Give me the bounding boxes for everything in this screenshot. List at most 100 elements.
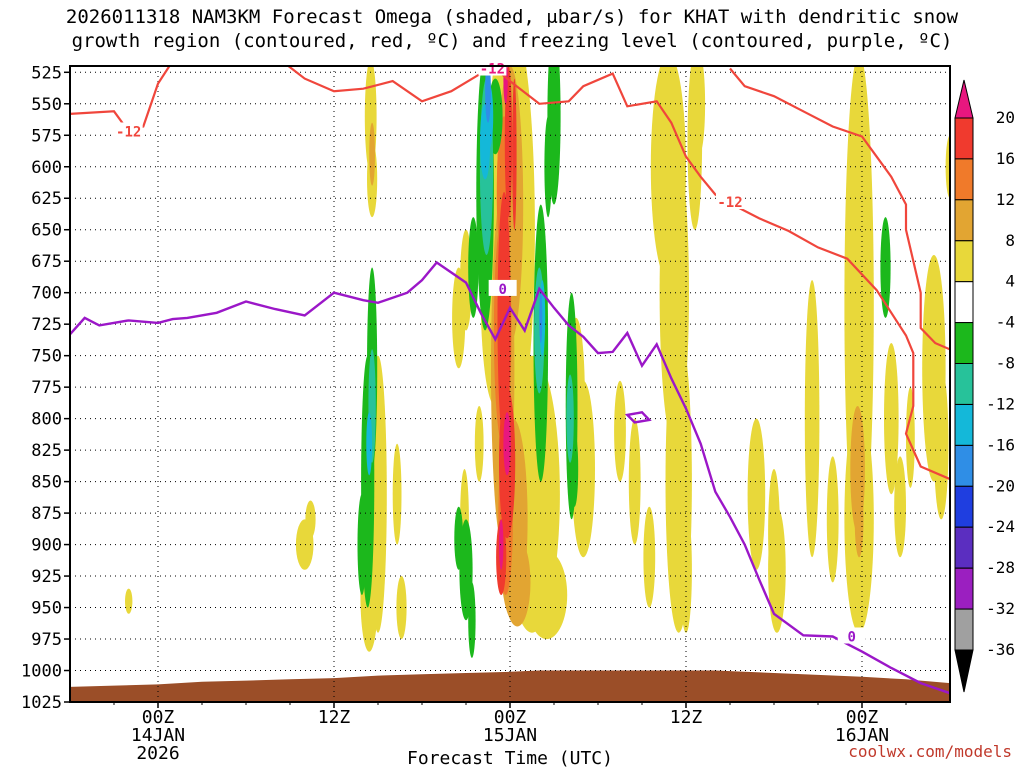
freezing-level-island <box>624 411 652 424</box>
colorbar-label: -4 <box>996 313 1015 332</box>
y-tick-label: 1000 <box>21 662 62 682</box>
x-tick-label: 00Z <box>846 707 879 728</box>
y-tick-label: 950 <box>31 599 62 619</box>
omega-region <box>454 506 464 570</box>
x-tick-label: 2026 <box>136 743 179 764</box>
omega-region <box>894 456 906 558</box>
y-tick-label: 825 <box>31 441 62 461</box>
colorbar-label: -36 <box>986 640 1015 659</box>
omega-region <box>366 412 373 476</box>
omega-region <box>526 550 568 640</box>
y-tick-label: 875 <box>31 504 62 524</box>
dgz-label-east: -12 <box>717 195 742 211</box>
omega-region <box>305 500 316 539</box>
omega-region <box>544 116 552 218</box>
freezing-label-peak: 0 <box>498 282 506 298</box>
freezing-label-bg <box>837 627 866 644</box>
omega-region <box>880 217 891 318</box>
y-tick-label: 975 <box>31 630 62 650</box>
x-tick-label: 14JAN <box>131 725 185 746</box>
y-tick-label: 800 <box>31 410 62 430</box>
colorbar-label: -16 <box>986 435 1015 454</box>
colorbar-swatch <box>954 485 974 528</box>
contour-lines <box>70 66 950 695</box>
colorbar-swatch <box>954 240 974 283</box>
colorbar-swatch <box>954 404 974 446</box>
omega-region <box>392 443 402 545</box>
omega-region <box>680 506 692 633</box>
colorbar-label: 8 <box>1005 231 1015 250</box>
y-tick-label: 625 <box>31 189 62 209</box>
omega-region <box>614 380 626 482</box>
omega-region <box>474 406 484 482</box>
x-tick-label: 15JAN <box>483 725 537 746</box>
omega-region <box>643 506 656 608</box>
colorbar-swatch <box>954 322 974 365</box>
omega-region <box>125 588 133 614</box>
colorbar-label: -28 <box>986 558 1015 577</box>
credit-text: coolwx.com/models <box>848 742 1012 761</box>
dgz-label-east-bg <box>716 193 744 210</box>
colorbar: 20 16 12 8 4 -4 -8 -12 -16 -20 -24 -28 -32 -36 <box>954 79 1015 693</box>
x-tick-label: 16JAN <box>835 725 889 746</box>
colorbar-swatch <box>954 158 974 201</box>
omega-region <box>804 280 820 558</box>
dgz-label-west-bg <box>114 122 143 139</box>
dgz-label-west: -12 <box>116 124 141 140</box>
omega-region <box>884 343 899 495</box>
freezing-level-line <box>70 260 950 695</box>
chart-title-line1: 2026011318 NAM3KM Forecast Omega (shaded… <box>66 6 959 28</box>
colorbar-label: -12 <box>986 394 1015 413</box>
dgz-label-top-bg <box>478 59 507 76</box>
y-tick-label: 550 <box>31 95 62 115</box>
x-tick-label: 12Z <box>318 707 351 728</box>
colorbar-label: -24 <box>986 517 1015 536</box>
colorbar-label: -8 <box>996 354 1015 373</box>
x-tick-label: 00Z <box>142 707 175 728</box>
omega-region <box>693 66 706 155</box>
colorbar-label: 12 <box>996 190 1015 209</box>
y-tick-label: 1025 <box>21 693 62 713</box>
y-tick-label: 750 <box>31 347 62 367</box>
y-tick-label: 850 <box>31 473 62 493</box>
dgz-contour-line <box>70 66 950 481</box>
colorbar-bottom-arrow <box>954 649 974 693</box>
colorbar-label: 16 <box>996 149 1015 168</box>
omega-region <box>499 519 504 570</box>
omega-region <box>854 481 864 558</box>
x-tick-label: 12Z <box>670 707 703 728</box>
colorbar-swatch <box>954 608 974 651</box>
y-tick-label: 700 <box>31 284 62 304</box>
colorbar-label: -20 <box>986 476 1015 495</box>
omega-region <box>485 66 491 123</box>
colorbar-swatch <box>954 526 974 569</box>
colorbar-label: 20 <box>996 108 1015 127</box>
omega-region <box>396 576 407 639</box>
colorbar-swatch <box>954 281 974 324</box>
colorbar-swatch <box>954 117 974 160</box>
omega-region <box>826 456 839 583</box>
y-tick-label: 650 <box>31 221 62 241</box>
colorbar-top-arrow <box>954 79 974 119</box>
colorbar-swatch <box>954 567 974 610</box>
omega-region <box>357 494 367 595</box>
freezing-label-peak-bg <box>488 279 517 296</box>
omega-region <box>933 368 949 520</box>
y-tick-label: 900 <box>31 536 62 556</box>
colorbar-swatch <box>954 444 974 487</box>
y-tick-label: 725 <box>31 315 62 335</box>
y-tick-label: 525 <box>31 63 62 83</box>
omega-region <box>539 292 543 344</box>
colorbar-swatch <box>954 199 974 242</box>
y-tick-label: 675 <box>31 252 62 272</box>
omega-region <box>854 122 870 274</box>
y-tick-label: 775 <box>31 378 62 398</box>
omega-region <box>512 78 517 230</box>
y-axis: 525 550 575 600 625 650 675 700 725 750 775 800 825 8… <box>21 63 70 713</box>
omega-region <box>945 135 950 199</box>
dgz-contour-line-east <box>729 67 950 351</box>
x-axis-title: Forecast Time (UTC) <box>407 748 613 768</box>
omega-region <box>768 469 780 595</box>
